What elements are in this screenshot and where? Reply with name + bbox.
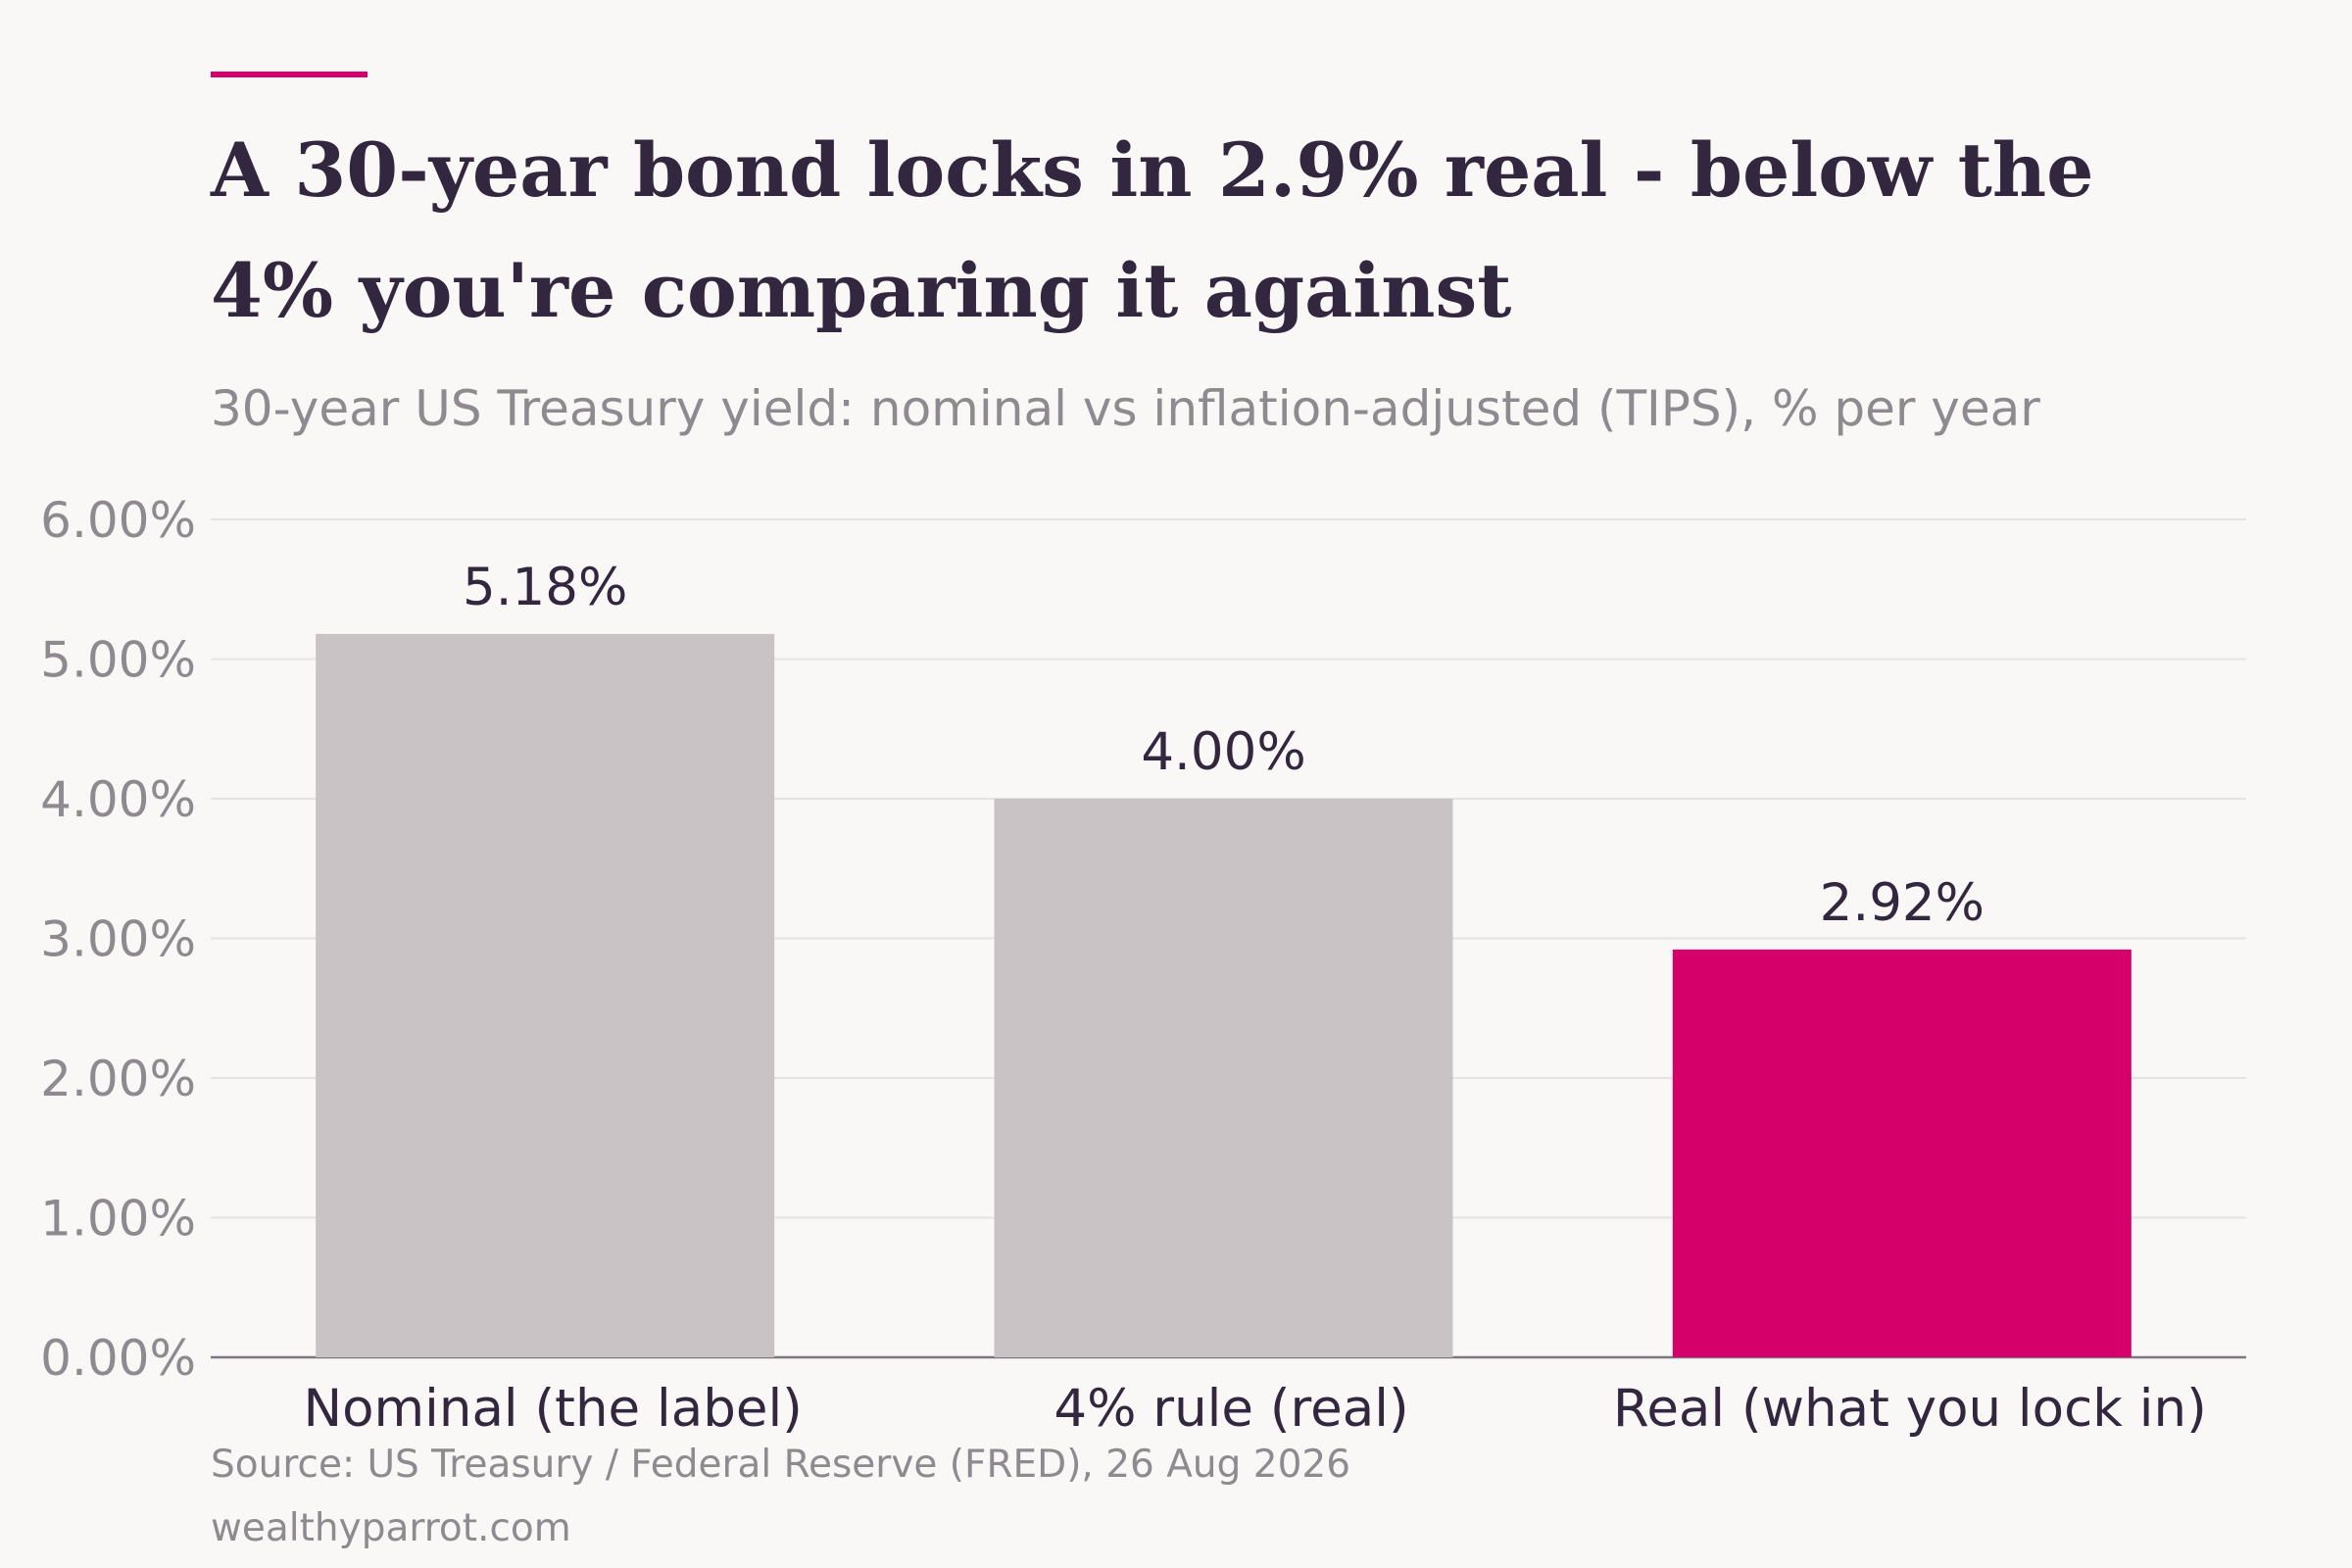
- x-tick-label: Real (what you lock in): [1613, 1379, 2207, 1439]
- bar: [316, 633, 775, 1357]
- x-tick-label: Nominal (the label): [303, 1379, 802, 1439]
- y-tick-label: 5.00%: [40, 632, 196, 689]
- data-label: 4.00%: [1141, 722, 1305, 782]
- y-tick-label: 0.00%: [40, 1330, 196, 1387]
- y-tick-label: 1.00%: [40, 1191, 196, 1248]
- y-tick-label: 6.00%: [40, 492, 196, 549]
- chart-subtitle: 30-year US Treasury yield: nominal vs in…: [211, 380, 2040, 437]
- bar: [1672, 949, 2132, 1357]
- y-tick-label: 4.00%: [40, 771, 196, 828]
- chart-title: A 30-year bond locks in 2.9% real - belo…: [211, 126, 2094, 334]
- y-tick-label: 2.00%: [40, 1051, 196, 1107]
- data-label: 5.18%: [463, 558, 627, 617]
- x-tick-label: 4% rule (real): [1054, 1379, 1408, 1439]
- brand-footer: wealthyparrot.com: [211, 1506, 571, 1550]
- data-label: 2.92%: [1820, 873, 1984, 933]
- bar: [994, 799, 1453, 1357]
- title-accent-rule: [211, 72, 368, 77]
- source-note: Source: US Treasury / Federal Reserve (F…: [211, 1443, 1351, 1487]
- y-tick-label: 3.00%: [40, 911, 196, 968]
